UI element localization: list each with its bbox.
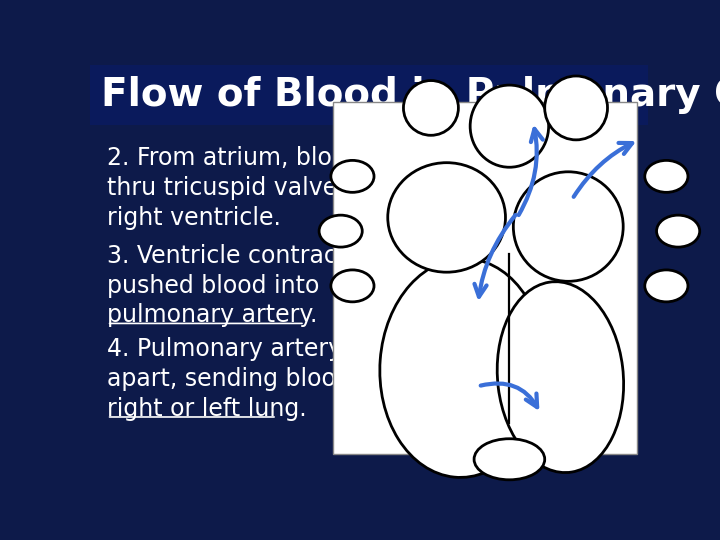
Text: Flow of Blood in Pulmonary Circulation: Flow of Blood in Pulmonary Circulation	[101, 76, 720, 114]
Ellipse shape	[331, 270, 374, 302]
Text: thru tricuspid valve into: thru tricuspid valve into	[107, 176, 390, 200]
Text: pulmonary artery.: pulmonary artery.	[107, 303, 317, 327]
Text: 3. Ventricle contracts,: 3. Ventricle contracts,	[107, 244, 366, 268]
Text: 4. Pulmonary artery branch: 4. Pulmonary artery branch	[107, 337, 431, 361]
Text: right ventricle.: right ventricle.	[107, 206, 281, 230]
Ellipse shape	[645, 270, 688, 302]
Ellipse shape	[470, 85, 549, 167]
Text: pushed blood into: pushed blood into	[107, 274, 319, 298]
Text: 2. From atrium, blood goes: 2. From atrium, blood goes	[107, 146, 425, 170]
Text: right or left lung.: right or left lung.	[107, 397, 307, 421]
Ellipse shape	[474, 438, 545, 480]
Ellipse shape	[545, 76, 608, 140]
FancyBboxPatch shape	[90, 65, 648, 125]
Ellipse shape	[403, 80, 459, 136]
FancyBboxPatch shape	[333, 102, 637, 454]
Ellipse shape	[645, 160, 688, 192]
Ellipse shape	[331, 160, 374, 192]
Ellipse shape	[498, 282, 624, 472]
Ellipse shape	[319, 215, 362, 247]
Ellipse shape	[513, 172, 624, 281]
Ellipse shape	[388, 163, 505, 272]
Ellipse shape	[380, 259, 545, 477]
Ellipse shape	[657, 215, 700, 247]
Text: apart, sending blood to the: apart, sending blood to the	[107, 367, 428, 391]
